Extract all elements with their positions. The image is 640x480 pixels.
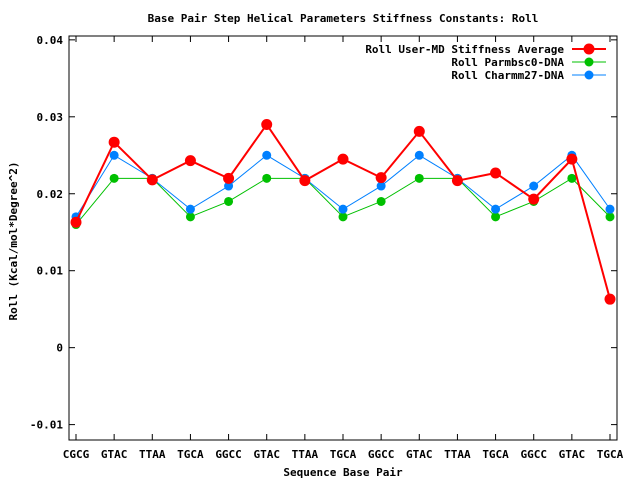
y-tick-label: 0.04	[37, 34, 64, 47]
x-tick-label: GTAC	[253, 448, 280, 461]
data-point	[299, 175, 311, 187]
data-point	[605, 204, 615, 214]
data-point	[108, 136, 120, 148]
x-tick-label: TGCA	[482, 448, 509, 461]
data-point	[337, 153, 349, 165]
data-point	[414, 173, 424, 183]
data-point	[109, 173, 119, 183]
data-point	[529, 181, 539, 191]
data-point	[184, 155, 196, 167]
x-tick-label: TGCA	[177, 448, 204, 461]
x-tick-label: TGCA	[597, 448, 624, 461]
data-point	[146, 174, 158, 186]
y-tick-label: 0.02	[37, 188, 64, 201]
series-layer	[70, 118, 616, 305]
data-point	[185, 212, 195, 222]
data-point	[413, 125, 425, 137]
y-tick-label: 0	[56, 342, 63, 355]
data-point	[451, 175, 463, 187]
data-point	[185, 204, 195, 214]
legend-label: Roll Charmm27-DNA	[451, 69, 564, 82]
x-axis-label: Sequence Base Pair	[283, 466, 403, 479]
legend-label: Roll User-MD Stiffness Average	[365, 43, 564, 56]
legend-swatch-marker	[583, 43, 595, 55]
legend-label: Roll Parmbsc0-DNA	[451, 56, 564, 69]
data-point	[491, 204, 501, 214]
data-point	[604, 293, 616, 305]
data-point	[375, 172, 387, 184]
data-point	[338, 212, 348, 222]
x-tick-label: TTAA	[444, 448, 471, 461]
legend-swatch-marker	[584, 57, 594, 67]
plot-frame	[68, 35, 618, 441]
y-axis-label: Roll (Kcal/mol*Degree^2)	[7, 162, 20, 321]
x-tick-label: GTAC	[559, 448, 586, 461]
data-point	[566, 153, 578, 165]
data-point	[528, 193, 540, 205]
x-tick-label: TTAA	[139, 448, 166, 461]
y-tick-label: 0.01	[37, 265, 64, 278]
data-point	[414, 150, 424, 160]
x-tick-label: GTAC	[406, 448, 433, 461]
data-point	[70, 216, 82, 228]
data-point	[262, 173, 272, 183]
data-point	[376, 181, 386, 191]
x-tick-label: CGCG	[63, 448, 90, 461]
data-point	[491, 212, 501, 222]
chart-title: Base Pair Step Helical Parameters Stiffn…	[148, 12, 539, 25]
data-point	[261, 118, 273, 130]
data-point	[376, 196, 386, 206]
data-point	[605, 212, 615, 222]
data-point	[338, 204, 348, 214]
axes: 0.04 0.03 0.02 0.01 0 -0.01 CGCG GTAC TTAA TGCA GG…	[30, 34, 624, 461]
x-tick-label: GTAC	[101, 448, 128, 461]
y-tick-label: -0.01	[30, 419, 63, 432]
data-point	[262, 150, 272, 160]
x-tick-label: GGCC	[520, 448, 547, 461]
data-point	[224, 196, 234, 206]
y-tick-label: 0.03	[37, 111, 64, 124]
data-point	[490, 167, 502, 179]
data-point	[223, 172, 235, 184]
data-point	[567, 173, 577, 183]
data-point	[109, 150, 119, 160]
x-tick-label: TTAA	[292, 448, 319, 461]
data-point	[224, 181, 234, 191]
legend-swatch-marker	[584, 70, 594, 80]
x-tick-label: GGCC	[215, 448, 242, 461]
x-tick-label: GGCC	[368, 448, 395, 461]
x-tick-label: TGCA	[330, 448, 357, 461]
